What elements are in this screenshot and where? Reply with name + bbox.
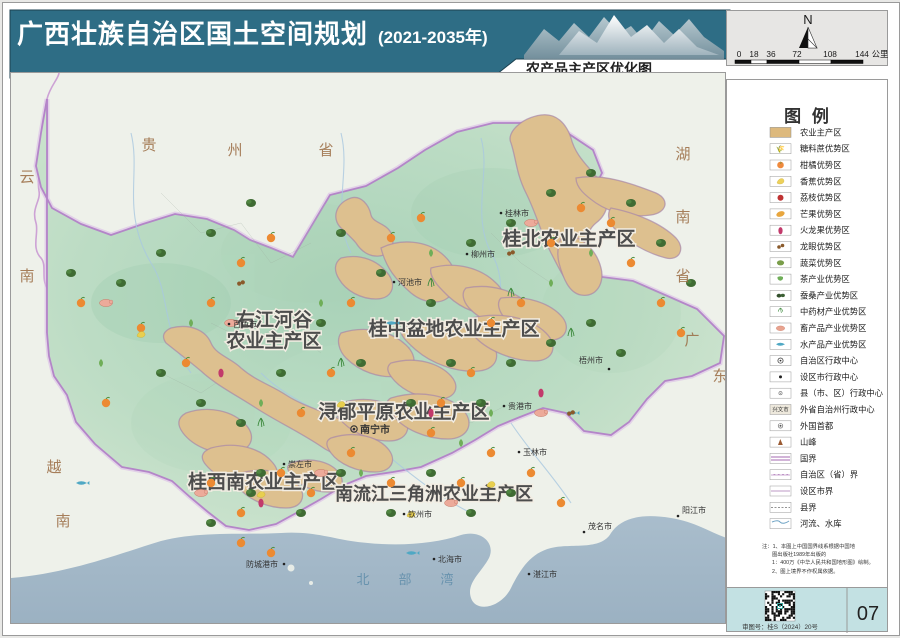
svg-text:36: 36 xyxy=(766,49,776,59)
svg-text:108: 108 xyxy=(823,49,837,59)
svg-text:南宁市: 南宁市 xyxy=(360,423,390,436)
svg-text:芒果优势区: 芒果优势区 xyxy=(800,209,842,219)
svg-text:柑橘优势区: 柑橘优势区 xyxy=(800,160,842,170)
svg-text:州: 州 xyxy=(227,142,242,159)
svg-text:图 例: 图 例 xyxy=(784,106,832,126)
svg-text:N: N xyxy=(803,12,812,27)
svg-text:北: 北 xyxy=(356,572,369,587)
svg-text:144: 144 xyxy=(855,49,869,59)
svg-text:崇左市: 崇左市 xyxy=(288,459,312,469)
svg-text:茂名市: 茂名市 xyxy=(588,521,612,531)
svg-text:🌾: 🌾 xyxy=(776,145,785,154)
svg-text:山峰: 山峰 xyxy=(800,437,817,447)
svg-text:农业主产区: 农业主产区 xyxy=(225,329,321,352)
svg-text:茶产业优势区: 茶产业优势区 xyxy=(800,274,850,284)
svg-text:自治区行政中心: 自治区行政中心 xyxy=(800,356,859,366)
svg-text:部: 部 xyxy=(398,572,411,587)
svg-text:蔬菜优势区: 蔬菜优势区 xyxy=(800,258,842,268)
svg-text:北海市: 北海市 xyxy=(438,554,462,564)
svg-text:0: 0 xyxy=(737,49,742,59)
svg-text:阳江市: 阳江市 xyxy=(682,505,706,515)
svg-text:审图号：桂S（2024）20号: 审图号：桂S（2024）20号 xyxy=(742,622,818,631)
svg-text:自治区（省）界: 自治区（省）界 xyxy=(800,470,858,480)
svg-text:云: 云 xyxy=(19,169,34,186)
svg-text:湾: 湾 xyxy=(440,572,453,587)
svg-text:梧州市: 梧州市 xyxy=(579,355,603,365)
svg-text:省: 省 xyxy=(318,142,333,159)
svg-text:省: 省 xyxy=(675,268,690,285)
svg-text:糖料蔗优势区: 糖料蔗优势区 xyxy=(800,144,850,154)
svg-text:2、图上境界不作权属依据。: 2、图上境界不作权属依据。 xyxy=(772,567,839,575)
svg-text:南: 南 xyxy=(19,268,34,285)
svg-text:荔枝优势区: 荔枝优势区 xyxy=(800,193,842,203)
svg-text:桂北农业主产区: 桂北农业主产区 xyxy=(501,227,635,250)
svg-text:越: 越 xyxy=(46,459,61,476)
svg-text:龙眼优势区: 龙眼优势区 xyxy=(800,242,842,252)
svg-text:18: 18 xyxy=(749,49,759,59)
svg-text:火龙果优势区: 火龙果优势区 xyxy=(800,225,850,235)
svg-text:南: 南 xyxy=(55,513,70,530)
svg-text:河池市: 河池市 xyxy=(398,277,422,287)
svg-text:国界: 国界 xyxy=(800,453,817,463)
svg-text:72: 72 xyxy=(792,49,802,59)
svg-text:防城港市: 防城港市 xyxy=(246,559,278,569)
svg-text:中药材产业优势区: 中药材产业优势区 xyxy=(800,307,866,317)
svg-text:水产品产业优势区: 水产品产业优势区 xyxy=(800,339,866,349)
svg-text:桂中盆地农业主产区: 桂中盆地农业主产区 xyxy=(367,317,539,340)
svg-text:外国首都: 外国首都 xyxy=(800,421,833,431)
svg-text:桂林市: 桂林市 xyxy=(505,208,529,218)
svg-text:贵: 贵 xyxy=(141,137,156,154)
svg-text:公里: 公里 xyxy=(872,49,889,59)
svg-text:湛江市: 湛江市 xyxy=(533,569,557,579)
svg-text:钦州市: 钦州市 xyxy=(408,509,432,519)
svg-text:香蕉优势区: 香蕉优势区 xyxy=(800,176,842,186)
svg-text:东: 东 xyxy=(712,368,726,385)
svg-text:南: 南 xyxy=(675,209,690,226)
svg-text:设区市界: 设区市界 xyxy=(800,486,833,496)
svg-text:河流、水库: 河流、水库 xyxy=(800,519,842,529)
svg-text:外省自治州行政中心: 外省自治州行政中心 xyxy=(800,405,875,415)
svg-text:蚕桑产业优势区: 蚕桑产业优势区 xyxy=(800,290,858,300)
svg-text:07: 07 xyxy=(857,603,879,625)
svg-text:湖: 湖 xyxy=(675,146,690,163)
svg-text:农业主产区: 农业主产区 xyxy=(800,127,842,137)
svg-text:县界: 县界 xyxy=(800,502,817,512)
svg-text:畜产品产业优势区: 畜产品产业优势区 xyxy=(800,323,866,333)
svg-text:百色市: 百色市 xyxy=(233,319,257,329)
svg-text:柳州市: 柳州市 xyxy=(471,249,495,259)
svg-text:兴文市: 兴文市 xyxy=(772,405,789,413)
svg-text:1：400万《中华人民共和国地形图》绘制。: 1：400万《中华人民共和国地形图》绘制。 xyxy=(772,558,874,566)
svg-text:广: 广 xyxy=(684,332,699,349)
svg-text:南流江三角洲农业主产区: 南流江三角洲农业主产区 xyxy=(335,483,533,504)
svg-text:图出版社1989年出版的: 图出版社1989年出版的 xyxy=(772,550,826,558)
svg-text:玉林市: 玉林市 xyxy=(523,447,547,457)
svg-text:设区市行政中心: 设区市行政中心 xyxy=(800,372,859,382)
svg-text:注：1、本图上中国国界线系根据中国地: 注：1、本图上中国国界线系根据中国地 xyxy=(762,542,856,550)
svg-text:贵港市: 贵港市 xyxy=(508,401,532,411)
svg-text:县（市、区）行政中心: 县（市、区）行政中心 xyxy=(800,388,884,398)
